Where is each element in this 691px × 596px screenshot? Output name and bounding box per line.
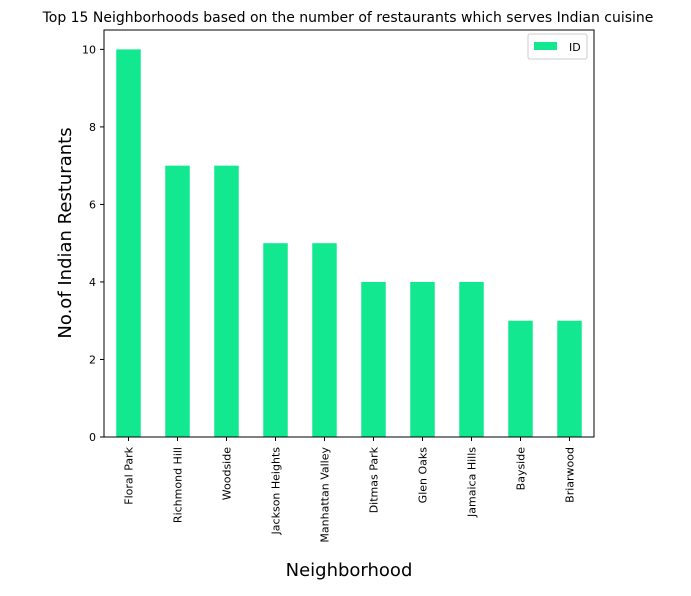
- bar: [410, 281, 435, 437]
- bar: [312, 243, 337, 437]
- bar: [459, 281, 484, 437]
- bar: [165, 165, 190, 437]
- y-tick-label: 4: [89, 276, 96, 289]
- bar: [557, 320, 582, 437]
- x-tick-label: Jamaica Hills: [466, 447, 479, 518]
- x-tick-label: Floral Park: [123, 446, 136, 504]
- bar: [116, 49, 141, 437]
- legend-swatch: [534, 42, 557, 50]
- y-tick-label: 8: [89, 121, 96, 134]
- x-tick-label: Bayside: [515, 447, 528, 491]
- x-axis-label: Neighborhood: [286, 560, 413, 581]
- y-tick-label: 0: [89, 431, 96, 444]
- x-tick-label: Ditmas Park: [368, 446, 381, 513]
- x-tick-label: Glen Oaks: [417, 447, 430, 504]
- bar: [214, 165, 239, 437]
- y-tick-label: 10: [82, 43, 96, 56]
- chart-title: Top 15 Neighborhoods based on the number…: [42, 10, 654, 26]
- legend-label: ID: [569, 41, 581, 54]
- y-tick-label: 6: [89, 198, 96, 211]
- plot-frame: [103, 29, 595, 438]
- legend-frame: [527, 33, 588, 60]
- plot-area: 0 2 4 6 8 10 Floral Park Richmond Hill Woodside J…: [82, 29, 595, 543]
- y-axis-label: No.of Indian Resturants: [55, 127, 76, 338]
- x-tick-label: Woodside: [221, 447, 234, 500]
- x-tick-label: Jackson Heights: [270, 447, 283, 536]
- bar: [263, 243, 288, 437]
- legend: ID: [527, 33, 588, 60]
- y-tick-label: 2: [89, 353, 96, 366]
- bar: [508, 320, 533, 437]
- x-tick-label: Briarwood: [564, 447, 577, 503]
- x-tick-label: Richmond Hill: [172, 447, 185, 523]
- x-tick-label: Manhattan Valley: [319, 447, 332, 543]
- bar: [361, 281, 386, 437]
